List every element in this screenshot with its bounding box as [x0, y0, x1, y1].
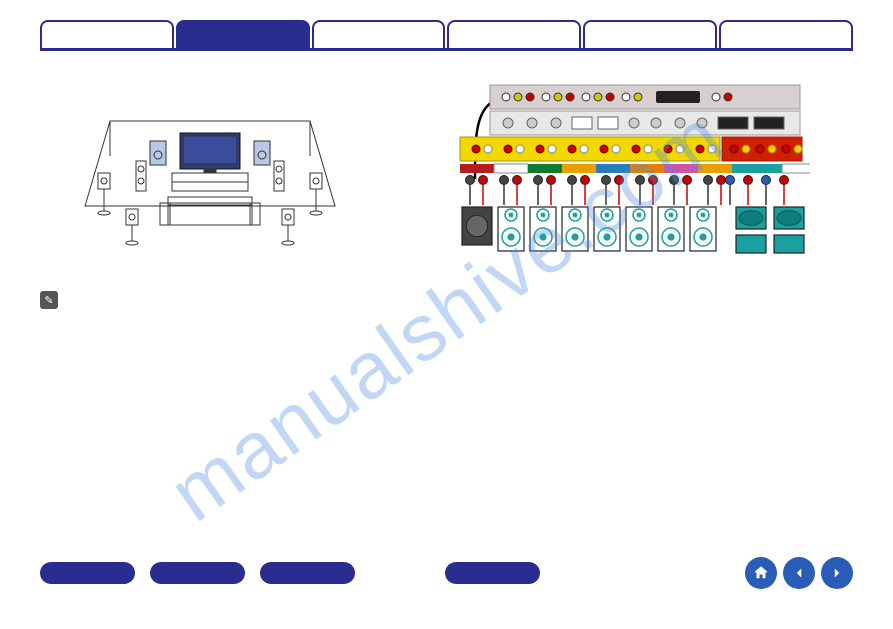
next-icon[interactable] [821, 557, 853, 589]
tab-3[interactable] [312, 20, 446, 48]
tab-2[interactable] [176, 20, 310, 48]
bottom-button-3[interactable] [260, 562, 355, 584]
tab-6[interactable] [719, 20, 853, 48]
bottom-button-2[interactable] [150, 562, 245, 584]
note-icon: ✎ [40, 291, 58, 309]
wiring-diagram [420, 81, 810, 256]
bottom-button-1[interactable] [40, 562, 135, 584]
tab-strip [0, 0, 893, 48]
home-icon[interactable] [745, 557, 777, 589]
prev-icon[interactable] [783, 557, 815, 589]
bottom-button-group [40, 562, 540, 584]
tab-5[interactable] [583, 20, 717, 48]
tab-1[interactable] [40, 20, 174, 48]
tab-4[interactable] [447, 20, 581, 48]
bottom-button-4[interactable] [445, 562, 540, 584]
room-layout-diagram [80, 111, 340, 251]
